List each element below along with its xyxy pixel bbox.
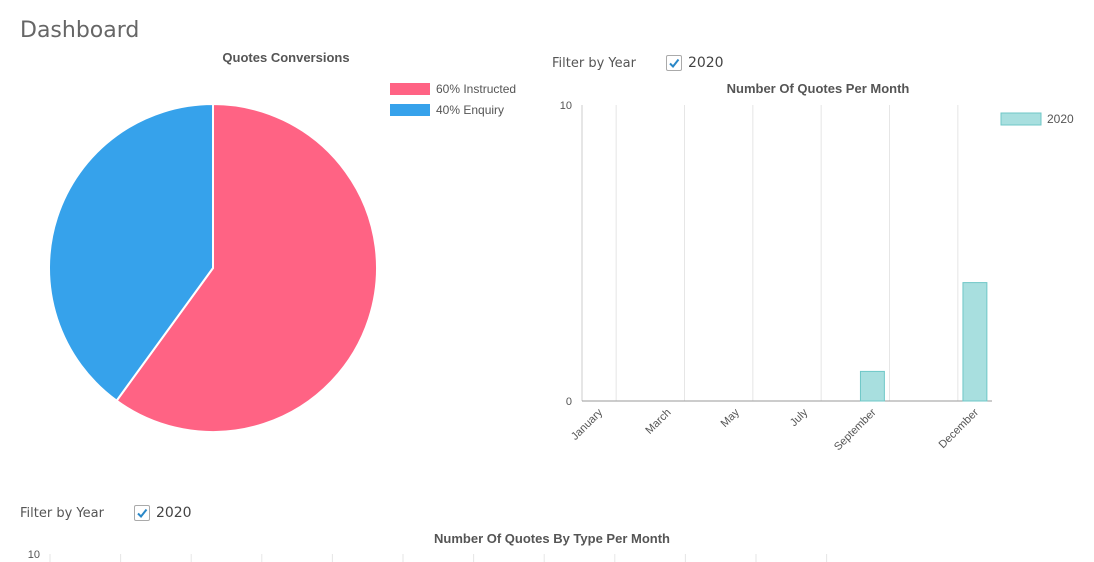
type-chart-title: Number Of Quotes By Type Per Month [434,531,670,546]
y-tick-label: 10 [560,100,572,112]
x-tick-label: March [643,407,673,437]
checkmark-icon [669,58,680,69]
x-tick-label: December [937,406,982,451]
year-2020-label: 2020 [687,55,724,71]
year-2020-checkbox[interactable] [133,505,150,521]
year-2020-label: 2020 [155,505,192,521]
pie-legend-swatch[interactable] [390,83,430,95]
filter-by-year-bottom: Filter by Year 2020 [20,505,192,521]
y-tick-label: 0 [566,396,572,408]
pie-legend-label[interactable]: 40% Enquiry [436,103,504,117]
x-tick-label: September [832,406,879,453]
checkmark-icon [137,508,148,519]
bar-chart-title: Number Of Quotes Per Month [727,81,910,96]
pie-chart-title: Quotes Conversions [222,50,349,65]
bar-legend-label[interactable]: 2020 [1047,112,1074,126]
x-tick-label: January [569,406,606,443]
year-2020-checkbox[interactable] [665,55,682,71]
pie-slice-enquiry[interactable] [48,102,214,403]
pie-legend-label[interactable]: 60% Instructed [436,82,516,96]
quotes-conversions-chart: Quotes Conversions 60% Instructed 40% Enq… [48,50,516,433]
x-tick-label: July [788,406,811,429]
bar-legend-swatch[interactable] [1000,112,1042,126]
quotes-per-month-chart: Number Of Quotes Per Month 0 10 January Ma… [560,81,1074,453]
bar-september[interactable] [859,370,885,402]
pie-legend-swatch[interactable] [390,104,430,116]
bar-december[interactable] [962,282,988,402]
filter-by-year-label: Filter by Year [552,55,636,71]
filter-by-year-top: Filter by Year 2020 [552,55,724,71]
type-chart-ytick: 10 [28,549,40,561]
quotes-by-type-chart: Number Of Quotes By Type Per Month 10 [28,531,828,562]
pie-slice-instructed[interactable] [115,102,378,433]
filter-by-year-label: Filter by Year [20,505,104,521]
page-title: Dashboard [20,18,140,43]
x-tick-label: May [719,406,743,430]
